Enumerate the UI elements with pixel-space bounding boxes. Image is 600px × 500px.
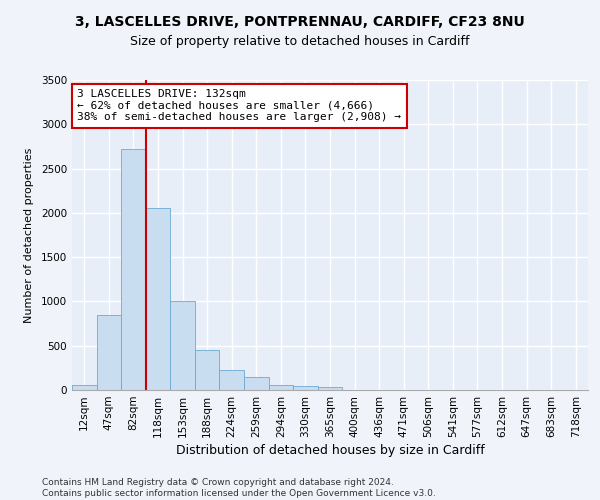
Bar bbox=[244, 377, 269, 390]
Bar bbox=[293, 386, 318, 390]
Bar bbox=[97, 314, 121, 390]
Bar bbox=[72, 385, 97, 390]
Text: Size of property relative to detached houses in Cardiff: Size of property relative to detached ho… bbox=[130, 35, 470, 48]
Bar bbox=[220, 370, 244, 390]
X-axis label: Distribution of detached houses by size in Cardiff: Distribution of detached houses by size … bbox=[176, 444, 484, 457]
Bar bbox=[121, 149, 146, 390]
Bar bbox=[318, 388, 342, 390]
Y-axis label: Number of detached properties: Number of detached properties bbox=[24, 148, 34, 322]
Text: 3, LASCELLES DRIVE, PONTPRENNAU, CARDIFF, CF23 8NU: 3, LASCELLES DRIVE, PONTPRENNAU, CARDIFF… bbox=[75, 15, 525, 29]
Bar bbox=[146, 208, 170, 390]
Bar bbox=[269, 384, 293, 390]
Text: 3 LASCELLES DRIVE: 132sqm
← 62% of detached houses are smaller (4,666)
38% of se: 3 LASCELLES DRIVE: 132sqm ← 62% of detac… bbox=[77, 90, 401, 122]
Bar bbox=[195, 350, 220, 390]
Bar bbox=[170, 302, 195, 390]
Text: Contains HM Land Registry data © Crown copyright and database right 2024.
Contai: Contains HM Land Registry data © Crown c… bbox=[42, 478, 436, 498]
